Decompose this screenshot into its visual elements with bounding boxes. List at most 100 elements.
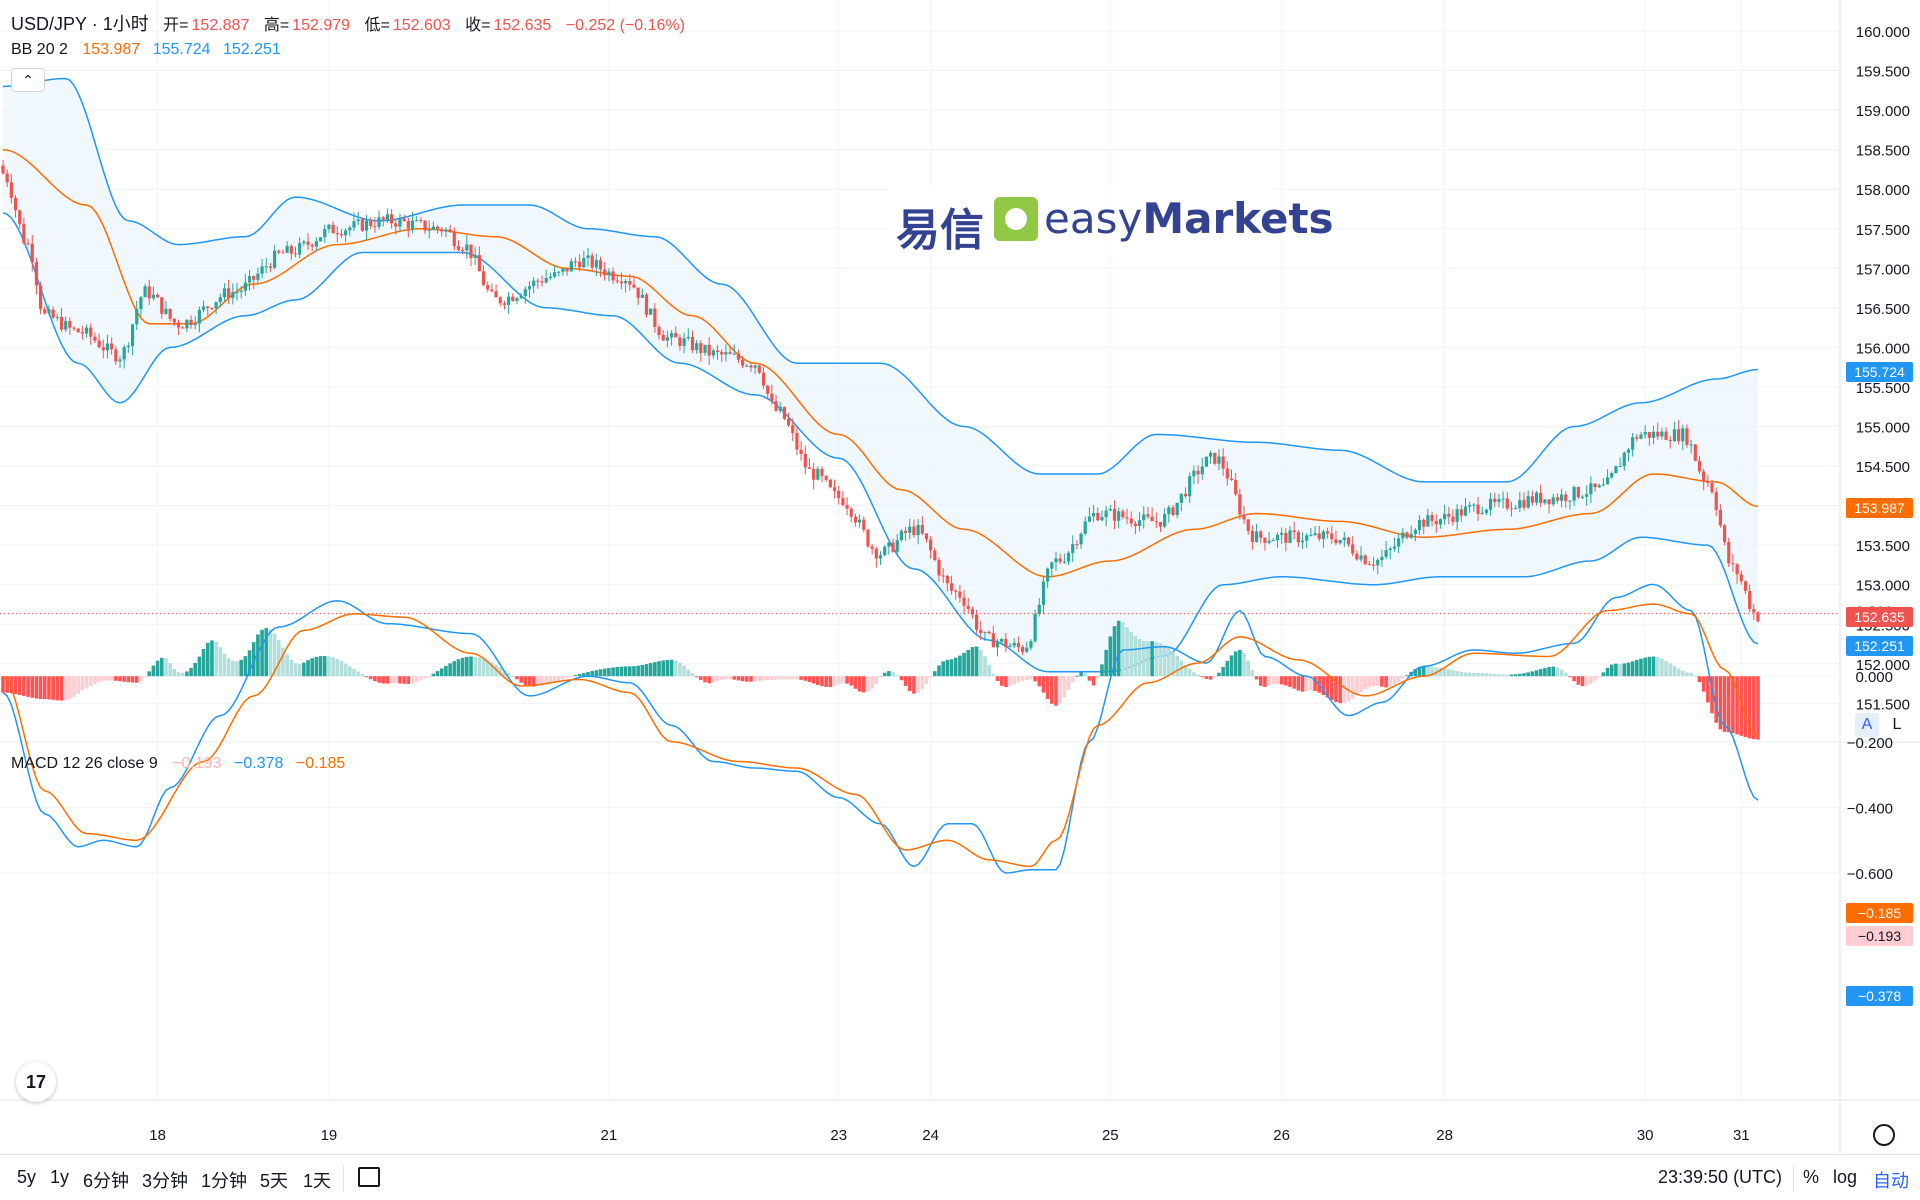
macd-histogram-bar <box>423 676 427 679</box>
range-5d[interactable]: 5天 <box>260 1171 289 1191</box>
macd-histogram-bar <box>42 676 47 700</box>
price-axis-label: 159.000 <box>1856 103 1910 120</box>
range-6min[interactable]: 6分钟 <box>83 1171 130 1191</box>
macd-histogram-bar <box>1024 676 1029 680</box>
candle-body <box>89 327 93 337</box>
candle-body <box>611 271 615 281</box>
candle-body <box>218 297 222 302</box>
macd-histogram-bar <box>76 676 81 694</box>
candle-body <box>101 347 105 351</box>
macd-histogram-bar <box>1133 636 1138 677</box>
macd-histogram-bar <box>331 657 335 677</box>
candle-body <box>1221 456 1225 469</box>
macd-histogram-bar <box>1296 676 1301 691</box>
price-axis-label: 158.500 <box>1856 143 1910 160</box>
macd-legend[interactable]: MACD 12 26 close 9 −0.193 −0.378 −0.185 <box>11 755 348 773</box>
symbol-title[interactable]: USD/JPY · 1小时 <box>11 14 149 34</box>
candle-body <box>264 266 268 268</box>
macd-histogram-bar <box>598 669 603 677</box>
candle-body <box>1622 452 1626 467</box>
macd-histogram-bar <box>189 668 193 677</box>
candle-body <box>1677 429 1681 442</box>
macd-histogram-bar <box>928 676 933 678</box>
range-1min[interactable]: 1分钟 <box>201 1171 248 1191</box>
macd-histogram-bar <box>1221 666 1225 677</box>
candle-body <box>1183 493 1188 497</box>
candle-body <box>1564 494 1568 502</box>
macd-histogram-bar <box>1555 667 1560 677</box>
candle-body <box>908 526 912 533</box>
macd-histogram-bar <box>1626 662 1631 677</box>
candle-body <box>665 337 669 341</box>
range-5y[interactable]: 5y <box>17 1167 37 1187</box>
candle-body <box>594 260 598 268</box>
auto-scale-button[interactable]: A <box>1855 713 1879 737</box>
candle-body <box>778 407 782 411</box>
macd-axis-label: −0.400 <box>1847 800 1893 817</box>
macd-histogram-bar <box>916 676 920 693</box>
macd-histogram-bar <box>268 629 273 677</box>
candle-body <box>135 309 139 325</box>
macd-histogram-bar <box>1518 673 1522 677</box>
range-3min[interactable]: 3分钟 <box>142 1171 189 1191</box>
log-scale-button[interactable]: L <box>1892 716 1902 733</box>
candle-body <box>469 244 473 258</box>
macd-histogram-bar <box>1484 673 1489 677</box>
candle-body <box>1300 540 1305 543</box>
candle-body <box>958 591 962 598</box>
macd-histogram-bar <box>1492 673 1497 677</box>
candle-body <box>640 294 644 298</box>
macd-histogram-bar <box>523 676 528 686</box>
candle-body <box>398 218 402 227</box>
bb-legend[interactable]: BB 20 2 153.987 155.724 152.251 <box>11 41 284 59</box>
macd-histogram-bar <box>122 676 126 682</box>
candle-body <box>1259 531 1263 538</box>
macd-histogram-bar <box>17 676 22 695</box>
candle-body <box>1748 590 1752 609</box>
open-label: 开= <box>163 17 189 34</box>
utc-clock[interactable]: 23:39:50 (UTC) <box>1658 1167 1783 1187</box>
candle-body <box>1702 471 1706 482</box>
settings-gear-icon[interactable] <box>1873 1124 1895 1146</box>
macd-histogram-bar <box>1714 676 1719 723</box>
candle-body <box>870 546 874 549</box>
candle-body <box>1092 513 1096 517</box>
bb-upper-value: 155.724 <box>152 41 211 58</box>
candle-body <box>97 340 101 348</box>
candle-body <box>1087 516 1092 522</box>
candle-body <box>598 260 603 270</box>
macd-histogram-bar <box>1175 655 1179 677</box>
macd-histogram-bar <box>565 676 569 678</box>
macd-histogram-bar <box>744 676 749 682</box>
macd-histogram-bar <box>1309 676 1313 691</box>
macd-histogram-bar <box>1108 636 1113 677</box>
candle-body <box>126 345 130 348</box>
log-toggle[interactable]: log <box>1833 1167 1858 1187</box>
macd-histogram-bar <box>657 661 661 677</box>
macd-histogram-bar <box>393 676 398 684</box>
auto-toggle[interactable]: 自动 <box>1873 1171 1909 1191</box>
low-value: 152.603 <box>392 17 451 34</box>
candle-body <box>983 631 987 634</box>
calendar-range-icon[interactable] <box>358 1167 380 1187</box>
tradingview-logo-icon[interactable]: 17 <box>16 1062 56 1102</box>
candle-body <box>903 530 908 533</box>
macd-histogram-bar <box>93 676 97 684</box>
candle-body <box>807 467 812 469</box>
macd-histogram-bar <box>1405 675 1409 677</box>
macd-histogram-bar <box>1392 676 1397 685</box>
candle-body <box>853 516 858 523</box>
candle-body <box>1735 564 1739 575</box>
range-1y[interactable]: 1y <box>50 1167 70 1187</box>
range-1d[interactable]: 1天 <box>303 1171 332 1191</box>
macd-histogram-bar <box>1371 676 1376 686</box>
macd-histogram-bar <box>231 660 235 677</box>
candle-body <box>452 232 456 247</box>
candle-body <box>899 530 903 541</box>
collapse-legend-button[interactable]: ⌃ <box>11 68 45 92</box>
percent-toggle[interactable]: % <box>1803 1167 1820 1187</box>
candle-body <box>874 548 878 559</box>
candle-body <box>461 249 465 251</box>
